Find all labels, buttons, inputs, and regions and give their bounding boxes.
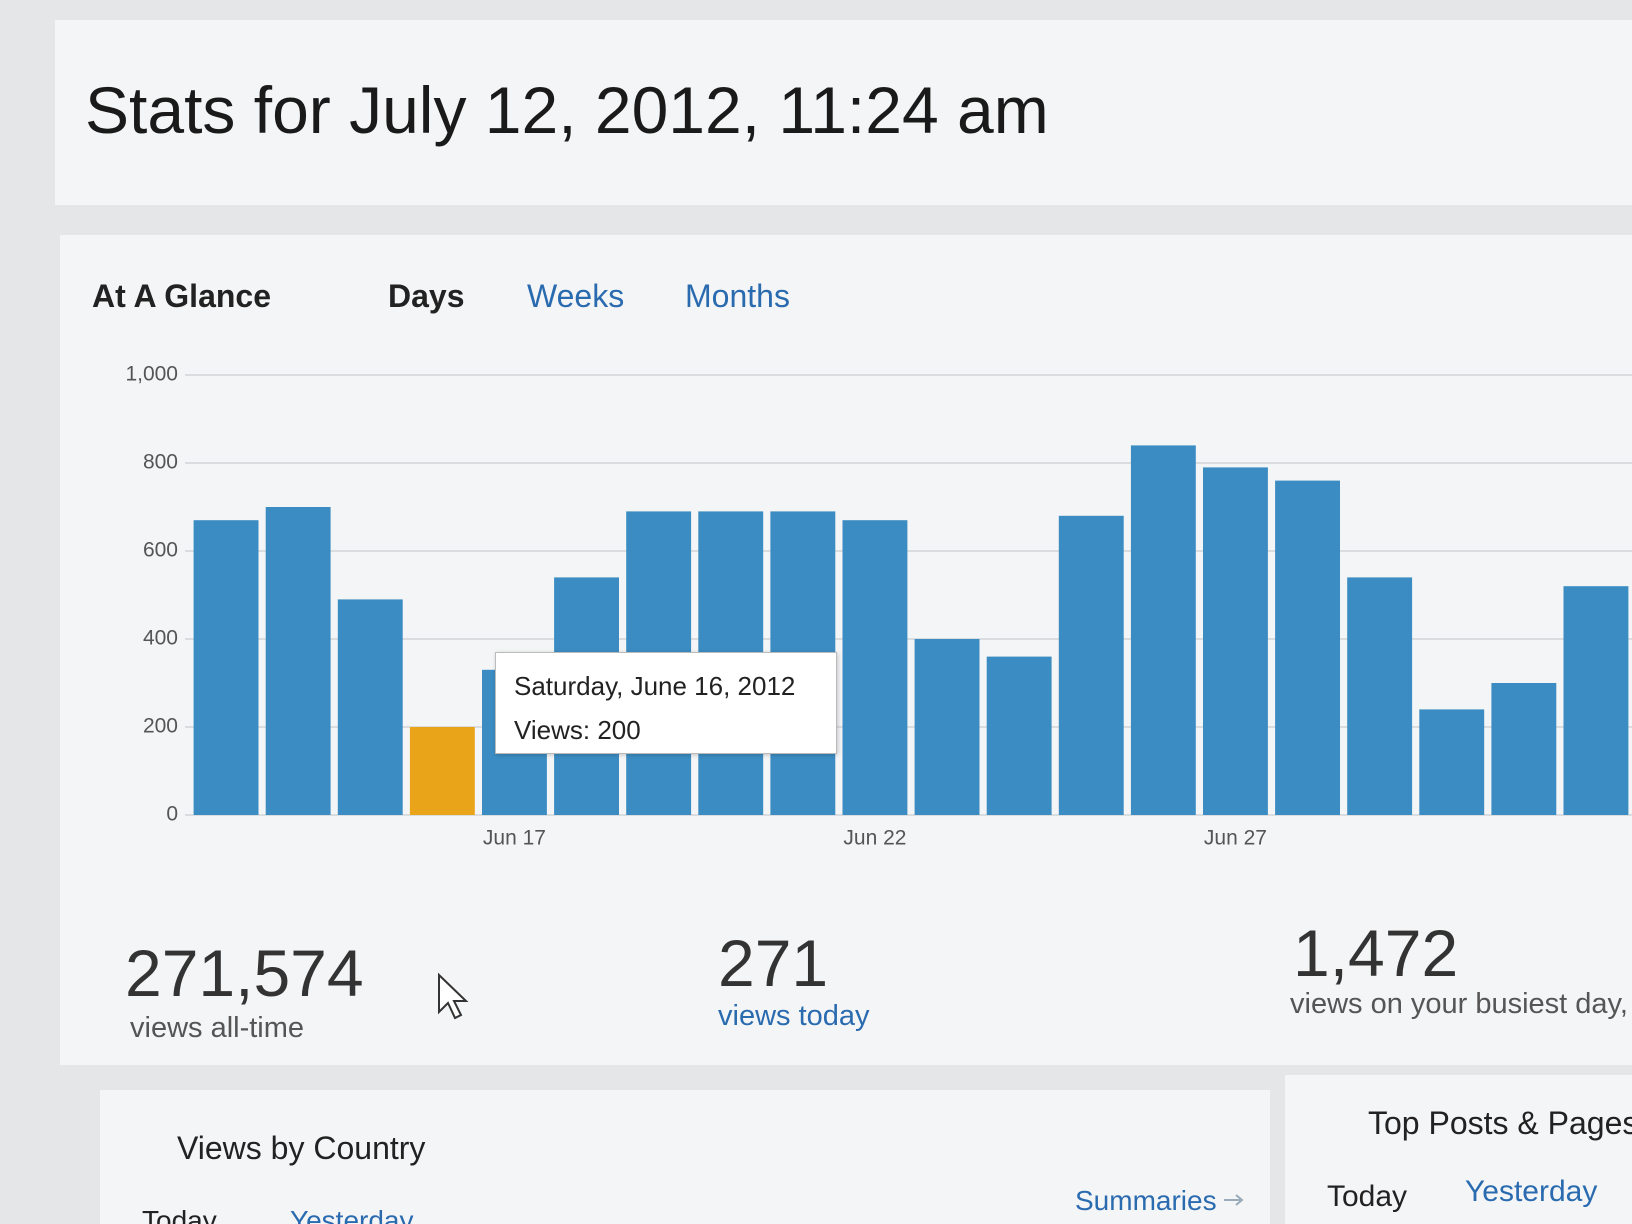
chart: 0 200 400 600 800 1,000 Jun 17 Jun 22 Jun 27 xyxy=(125,363,1632,850)
bar xyxy=(1347,577,1413,815)
page-title: Stats for July 12, 2012, 11:24 am xyxy=(85,73,1049,147)
tab-days[interactable]: Days xyxy=(388,278,465,314)
tab-weeks[interactable]: Weeks xyxy=(527,278,625,314)
bar xyxy=(409,727,475,815)
bar xyxy=(1275,480,1340,815)
bar xyxy=(1058,515,1124,815)
title-panel xyxy=(55,20,1632,205)
bar xyxy=(986,656,1052,815)
stat-number: 271,574 xyxy=(125,936,364,1010)
arrow-icon xyxy=(1224,1194,1244,1206)
bar xyxy=(1419,709,1485,815)
y-tick-label: 1,000 xyxy=(125,363,178,386)
tab-months[interactable]: Months xyxy=(685,278,790,314)
glance-heading: At A Glance xyxy=(92,278,271,314)
bar xyxy=(1563,586,1629,815)
top-posts-panel xyxy=(1285,1075,1632,1224)
tab-today[interactable]: Today xyxy=(1327,1180,1408,1213)
bar xyxy=(842,520,908,815)
tab-yesterday[interactable]: Yesterday xyxy=(290,1205,414,1224)
bar xyxy=(265,507,331,815)
tooltip-text: Views: 200 xyxy=(514,715,641,745)
stat-label: views on your busiest day, xyxy=(1290,988,1628,1020)
section-title: Top Posts & Pages xyxy=(1368,1105,1632,1141)
y-tick-label: 600 xyxy=(143,539,178,562)
mouse-cursor xyxy=(438,972,469,1020)
x-tick-label: Jun 27 xyxy=(1204,827,1267,850)
y-tick-label: 0 xyxy=(166,803,178,826)
tooltip: Saturday, June 16, 2012 Views: 200 xyxy=(495,652,837,754)
y-tick-label: 400 xyxy=(143,627,178,650)
bar xyxy=(337,599,403,815)
y-tick-label: 800 xyxy=(143,451,178,474)
bar xyxy=(914,639,980,815)
tooltip-title: Saturday, June 16, 2012 xyxy=(514,671,796,701)
tab-today[interactable]: Today xyxy=(142,1205,217,1224)
summaries-link[interactable]: Summaries xyxy=(1075,1185,1217,1216)
x-tick-label: Jun 17 xyxy=(483,827,546,850)
section-title: Views by Country xyxy=(177,1130,426,1166)
stat-number: 1,472 xyxy=(1293,916,1459,990)
country-panel xyxy=(100,1090,1270,1224)
bar xyxy=(1491,683,1557,815)
y-tick-label: 200 xyxy=(143,715,178,738)
x-tick-label: Jun 22 xyxy=(843,827,906,850)
stat-label: views all-time xyxy=(130,1012,305,1044)
bar xyxy=(193,520,259,815)
bar xyxy=(1203,467,1268,815)
tab-yesterday[interactable]: Yesterday xyxy=(1465,1175,1598,1208)
bar xyxy=(1130,445,1196,815)
stat-number: 271 xyxy=(718,926,829,1000)
stat-link[interactable]: views today xyxy=(718,1000,870,1032)
